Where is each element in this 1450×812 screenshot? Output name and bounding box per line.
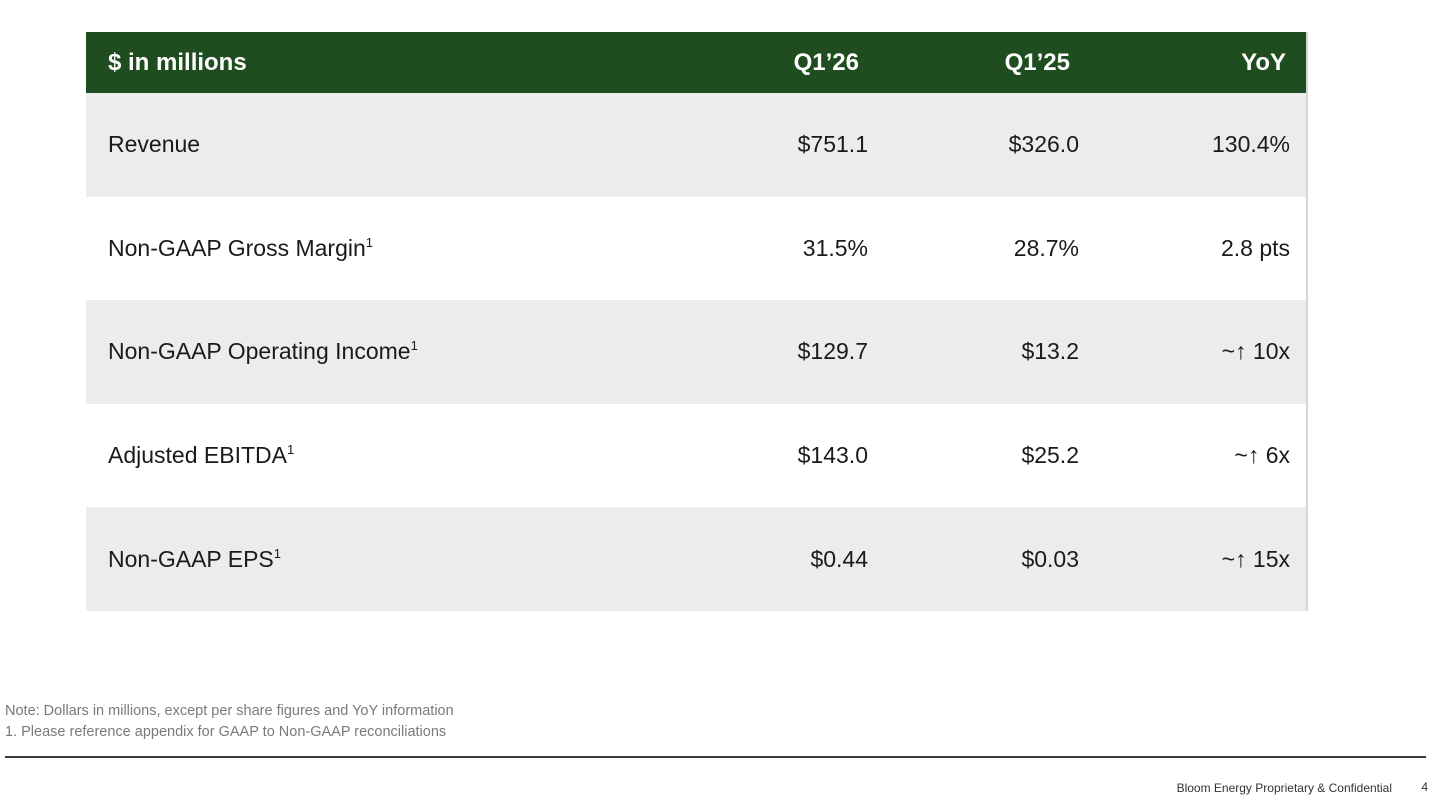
table-row: Revenue $751.1 $326.0 130.4% (86, 93, 1306, 197)
cell-q126: $143.0 (797, 442, 868, 469)
footer-divider (5, 756, 1426, 758)
cell-yoy: ~↑ 10x (1221, 338, 1290, 365)
note-line: Note: Dollars in millions, except per sh… (5, 703, 454, 719)
confidential-label: Bloom Energy Proprietary & Confidential (1176, 781, 1392, 795)
table-row: Adjusted EBITDA1 $143.0 $25.2 ~↑ 6x (86, 403, 1306, 508)
note-line: 1. Please reference appendix for GAAP to… (5, 724, 447, 740)
header-q125: Q1’25 (1004, 48, 1070, 76)
cell-q125: $25.2 (1021, 442, 1079, 469)
cell-q126: $129.7 (797, 338, 868, 365)
header-yoy: YoY (1241, 48, 1286, 76)
table-row: Non-GAAP Operating Income1 $129.7 $13.2 … (86, 300, 1306, 404)
page-number: 4 (1421, 780, 1428, 794)
header-metric: $ in millions (108, 48, 247, 76)
row-metric-eps: Non-GAAP EPS1 (108, 545, 281, 572)
table-header-row: $ in millions Q1’26 Q1’25 YoY (86, 32, 1306, 93)
table-row: Non-GAAP EPS1 $0.44 $0.03 ~↑ 15x (86, 507, 1306, 611)
footnote-marker: 1 (273, 545, 281, 561)
table-row: Non-GAAP Gross Margin1 31.5% 28.7% 2.8 p… (86, 196, 1306, 301)
footnote-marker: 1 (286, 442, 295, 458)
cell-q126: 31.5% (802, 234, 868, 261)
cell-yoy: 2.8 pts (1220, 234, 1290, 261)
up-arrow-icon: ↑ (1235, 545, 1247, 572)
cell-q125: $326.0 (1008, 131, 1079, 158)
cell-q126: $0.44 (810, 545, 868, 572)
footnote-marker: 1 (410, 338, 418, 354)
cell-yoy: ~↑ 6x (1234, 442, 1290, 469)
cell-yoy: ~↑ 15x (1221, 545, 1290, 572)
cell-q125: $0.03 (1021, 545, 1079, 572)
up-arrow-icon: ↑ (1247, 442, 1260, 469)
cell-q125: $13.2 (1021, 338, 1079, 365)
row-metric-revenue: Revenue (108, 131, 201, 158)
cell-yoy: 130.4% (1211, 131, 1290, 158)
row-metric-adjusted-ebitda: Adjusted EBITDA1 (108, 442, 295, 469)
header-q126: Q1’26 (793, 48, 859, 76)
row-metric-gross-margin: Non-GAAP Gross Margin1 (108, 234, 374, 261)
financial-summary-table: $ in millions Q1’26 Q1’25 YoY Revenue $7… (86, 32, 1308, 611)
row-metric-operating-income: Non-GAAP Operating Income1 (108, 338, 418, 365)
up-arrow-icon: ↑ (1235, 338, 1247, 365)
cell-q126: $751.1 (797, 131, 868, 158)
cell-q125: 28.7% (1013, 234, 1079, 261)
footnotes: Note: Dollars in millions, except per sh… (5, 701, 454, 743)
footnote-marker: 1 (365, 234, 374, 250)
